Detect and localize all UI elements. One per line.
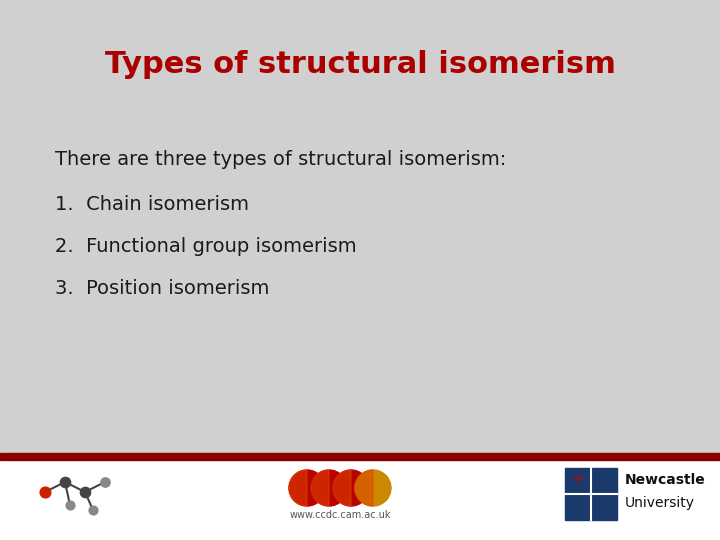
Wedge shape — [355, 470, 373, 506]
Text: Types of structural isomerism: Types of structural isomerism — [104, 50, 616, 79]
Point — [64, 501, 76, 509]
Circle shape — [355, 470, 391, 506]
Wedge shape — [311, 470, 329, 506]
Bar — [565, 468, 617, 520]
Point — [79, 488, 91, 496]
Text: 1.  Chain isomerism: 1. Chain isomerism — [55, 195, 249, 214]
Circle shape — [333, 470, 369, 506]
Wedge shape — [289, 470, 307, 506]
Text: ☩: ☩ — [572, 473, 584, 487]
Point — [59, 478, 71, 487]
Text: 2.  Functional group isomerism: 2. Functional group isomerism — [55, 237, 356, 256]
Wedge shape — [333, 470, 351, 506]
Text: www.ccdc.cam.ac.uk: www.ccdc.cam.ac.uk — [289, 510, 391, 520]
Circle shape — [311, 470, 347, 506]
Circle shape — [289, 470, 325, 506]
Text: University: University — [625, 496, 695, 510]
Point — [39, 488, 50, 496]
Bar — [0, 453, 720, 460]
Text: 3.  Position isomerism: 3. Position isomerism — [55, 279, 269, 298]
Text: There are three types of structural isomerism:: There are three types of structural isom… — [55, 150, 506, 169]
Text: Newcastle: Newcastle — [625, 473, 706, 487]
Point — [87, 505, 99, 514]
Bar — [0, 460, 720, 540]
Point — [99, 478, 111, 487]
